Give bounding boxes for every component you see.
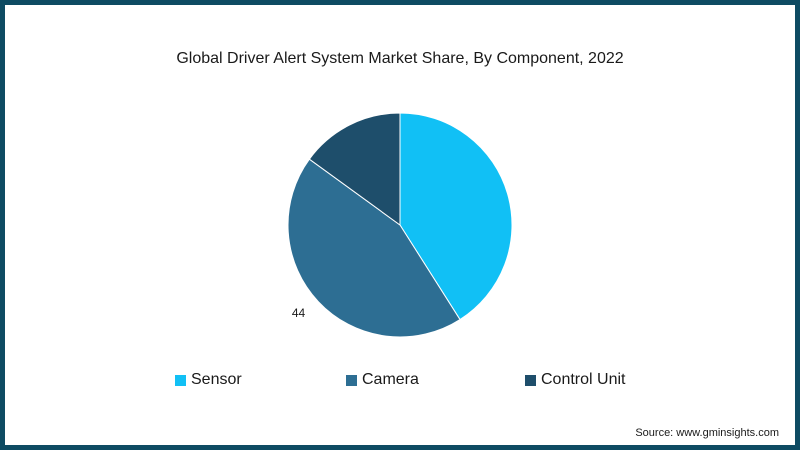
pie-slices [287, 112, 513, 338]
legend-swatch-control-unit [525, 374, 536, 386]
source-note: Source: www.gminsights.com [635, 427, 779, 439]
pie-chart: 44 [287, 112, 513, 338]
legend-swatch-camera [346, 374, 357, 386]
legend-item-camera: Camera [346, 371, 419, 389]
pie-slice-camera [287, 158, 461, 338]
chart-title: Global Driver Alert System Market Share,… [176, 50, 624, 67]
pie-slice-control-unit [308, 112, 401, 226]
legend-label-sensor: Sensor [191, 371, 242, 388]
legend-label-camera: Camera [362, 371, 419, 388]
legend-item-sensor: Sensor [175, 371, 242, 389]
legend-swatch-sensor [175, 374, 186, 386]
legend-item-control-unit: Control Unit [525, 371, 625, 389]
pie-data-labels: 44 [292, 306, 306, 320]
legend-label-control-unit: Control Unit [541, 371, 626, 388]
legend: Sensor Camera Control Unit [5, 371, 795, 395]
pie-slice-sensor [399, 112, 513, 321]
data-label-camera: 44 [292, 306, 306, 320]
